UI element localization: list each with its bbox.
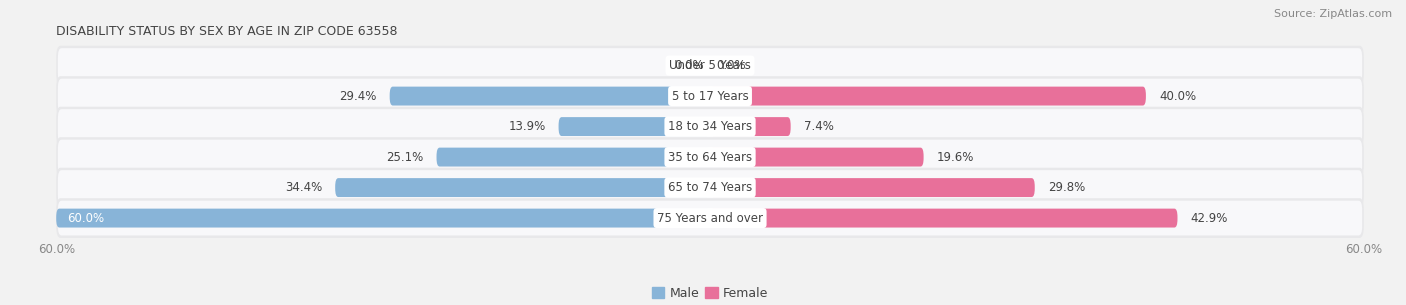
FancyBboxPatch shape [710,209,1177,228]
Text: 18 to 34 Years: 18 to 34 Years [668,120,752,133]
FancyBboxPatch shape [56,209,710,228]
FancyBboxPatch shape [56,168,1364,207]
Legend: Male, Female: Male, Female [647,282,773,305]
Text: 13.9%: 13.9% [508,120,546,133]
Text: 19.6%: 19.6% [936,151,974,163]
FancyBboxPatch shape [558,117,710,136]
Text: 0.0%: 0.0% [717,59,747,72]
FancyBboxPatch shape [58,48,1362,83]
FancyBboxPatch shape [58,170,1362,205]
Text: 29.8%: 29.8% [1047,181,1085,194]
FancyBboxPatch shape [56,107,1364,146]
FancyBboxPatch shape [710,178,1035,197]
Text: 34.4%: 34.4% [285,181,322,194]
Text: 0.0%: 0.0% [673,59,703,72]
Text: 29.4%: 29.4% [339,90,377,102]
Text: 60.0%: 60.0% [67,212,104,224]
Text: 35 to 64 Years: 35 to 64 Years [668,151,752,163]
FancyBboxPatch shape [58,109,1362,144]
FancyBboxPatch shape [56,76,1364,116]
FancyBboxPatch shape [436,148,710,167]
FancyBboxPatch shape [56,198,1364,238]
Text: 40.0%: 40.0% [1159,90,1197,102]
Text: 25.1%: 25.1% [387,151,423,163]
Text: 7.4%: 7.4% [804,120,834,133]
FancyBboxPatch shape [58,79,1362,113]
Text: DISABILITY STATUS BY SEX BY AGE IN ZIP CODE 63558: DISABILITY STATUS BY SEX BY AGE IN ZIP C… [56,25,398,38]
FancyBboxPatch shape [56,137,1364,177]
FancyBboxPatch shape [710,117,790,136]
Text: Source: ZipAtlas.com: Source: ZipAtlas.com [1274,9,1392,19]
FancyBboxPatch shape [56,46,1364,85]
Text: 42.9%: 42.9% [1191,212,1227,224]
FancyBboxPatch shape [389,87,710,106]
Text: 75 Years and over: 75 Years and over [657,212,763,224]
Text: Under 5 Years: Under 5 Years [669,59,751,72]
FancyBboxPatch shape [58,140,1362,174]
Text: 5 to 17 Years: 5 to 17 Years [672,90,748,102]
Text: 65 to 74 Years: 65 to 74 Years [668,181,752,194]
FancyBboxPatch shape [710,148,924,167]
FancyBboxPatch shape [335,178,710,197]
FancyBboxPatch shape [58,201,1362,235]
FancyBboxPatch shape [710,87,1146,106]
